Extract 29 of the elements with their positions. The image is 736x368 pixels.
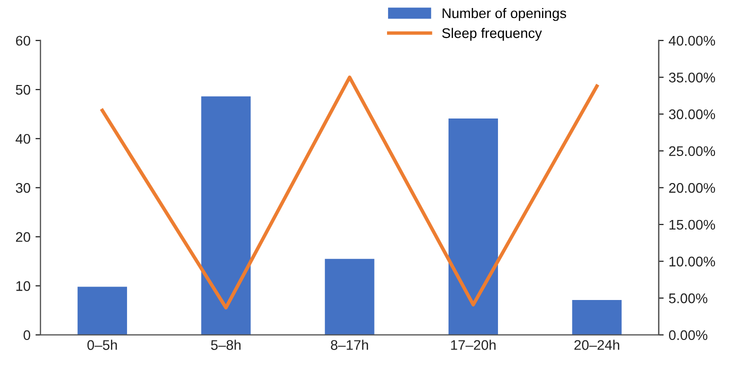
y-tick-label: 20 [16, 232, 30, 242]
y2-tick-label: 20.00% [669, 183, 716, 193]
x-tick-label: 17–20h [451, 340, 496, 350]
bar [448, 118, 498, 335]
y2-tick-label: 10.00% [670, 256, 716, 266]
line-series [100, 76, 599, 310]
legend-label: Sleep frequency [442, 28, 542, 41]
bar [324, 258, 374, 335]
y2-tick-label: 5.00% [669, 293, 708, 304]
y2-tick-label: 30.00% [668, 109, 716, 120]
x-tick-label: 8–17h [330, 340, 368, 350]
x-tick-label: 20–24h [574, 340, 620, 350]
y2-tick-label: 25.00% [669, 146, 716, 156]
y-tick-label: 10 [16, 281, 30, 291]
y-tick-label: 50 [16, 84, 30, 95]
bar [201, 96, 251, 335]
y-tick-label: 30 [16, 183, 30, 193]
bar [78, 286, 128, 335]
y-tick-label: 0 [24, 330, 30, 340]
y-tick-label: 40 [16, 134, 30, 144]
y2-tick-label: 40.00% [668, 36, 716, 46]
y2-tick-label: 15.00% [670, 220, 716, 230]
y-tick-label: 60 [16, 36, 30, 46]
y2-tick-label: 35.00% [668, 72, 716, 82]
bar [572, 300, 622, 335]
y2-tick-label: 0.00% [668, 330, 708, 340]
x-tick-label: 0–5h [87, 340, 117, 350]
legend-label: Number of openings [442, 8, 566, 21]
x-tick-label: 5–8h [211, 340, 240, 350]
